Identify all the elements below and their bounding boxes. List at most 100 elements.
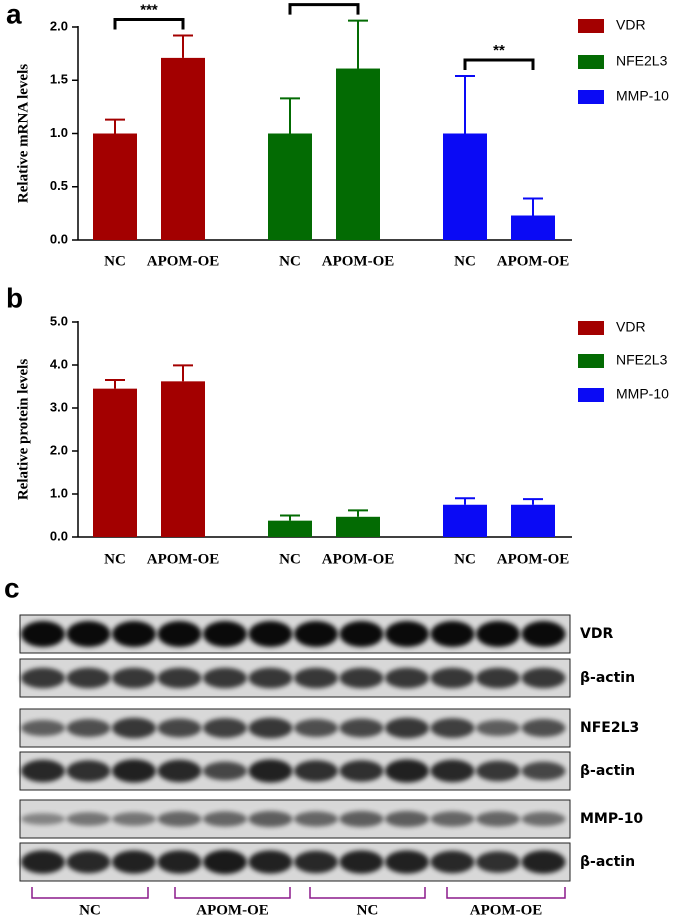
y-tick-label: 2.0 (50, 442, 68, 457)
blot-band (521, 811, 566, 827)
blot-band (476, 760, 520, 782)
blot-band (294, 811, 338, 827)
x-tick-label: APOM-OE (147, 253, 220, 269)
blot-row-label: β-actin (580, 763, 635, 779)
blot-band (476, 621, 520, 647)
bar (268, 520, 312, 537)
blot-band (157, 667, 202, 689)
y-tick-label: 4.0 (50, 356, 68, 371)
legend-label: NFE2L3 (616, 352, 668, 368)
bar (268, 133, 312, 240)
group-label: APOM-OE (196, 902, 269, 918)
panel-label: b (6, 282, 23, 313)
blot-band (21, 850, 65, 874)
blot-band (21, 621, 65, 647)
blot-row-label: β-actin (580, 854, 635, 870)
blot-band (294, 850, 338, 874)
blot-band (521, 761, 566, 781)
blot-band (339, 718, 384, 738)
legend-label: MMP-10 (616, 386, 669, 402)
blot-band (157, 718, 202, 738)
blot-band (112, 850, 156, 874)
blot-band (203, 718, 247, 738)
blot-band (430, 811, 475, 827)
significance-bracket (463, 58, 535, 70)
blot-band (112, 621, 156, 647)
group-label: NC (79, 902, 101, 918)
blot-band (21, 813, 65, 825)
blot-band (294, 667, 338, 689)
bar (93, 133, 137, 240)
legend-swatch (578, 55, 604, 69)
group-label: APOM-OE (470, 902, 543, 918)
legend-swatch (578, 388, 604, 402)
y-tick-label: 1.5 (50, 72, 68, 87)
blot-strip (19, 842, 571, 882)
blot-band (157, 850, 202, 874)
significance-label: ** (493, 42, 505, 59)
blot-band (157, 621, 202, 647)
blot-band (430, 850, 475, 874)
blot-strip (19, 614, 571, 654)
blot-band (476, 719, 520, 737)
blot-band (385, 810, 429, 828)
blot-band (66, 667, 111, 689)
x-tick-label: APOM-OE (322, 551, 395, 567)
blot-band (66, 760, 111, 782)
blot-band (21, 759, 65, 783)
blot-row-label: VDR (580, 626, 613, 642)
blot-band (112, 667, 156, 689)
legend-label: NFE2L3 (616, 53, 668, 69)
bar (336, 516, 380, 537)
y-tick-label: 2.0 (50, 18, 68, 33)
blot-band (248, 810, 293, 828)
blot-band (476, 851, 520, 873)
y-tick-label: 5.0 (50, 313, 68, 328)
blot-band (157, 811, 202, 827)
panel-label: c (4, 572, 20, 603)
blot-strip (19, 658, 571, 698)
blot-band (430, 718, 475, 738)
blot-row-label: NFE2L3 (580, 720, 639, 736)
significance-bracket (288, 3, 360, 15)
significance-label: *** (140, 1, 158, 18)
y-tick-label: 1.0 (50, 485, 68, 500)
x-tick-label: APOM-OE (497, 551, 570, 567)
blot-band (339, 621, 384, 647)
blot-band (385, 759, 429, 783)
x-tick-label: NC (104, 253, 126, 269)
legend-swatch (578, 19, 604, 33)
blot-band (339, 850, 384, 874)
significance-bracket (113, 18, 185, 30)
group-bracket (309, 887, 426, 899)
legend-swatch (578, 90, 604, 104)
blot-band (430, 667, 475, 689)
blot-band (112, 759, 156, 783)
legend-label: MMP-10 (616, 88, 669, 104)
legend-label: VDR (616, 319, 646, 335)
blot-strip (19, 751, 571, 791)
y-tick-label: 0.0 (50, 231, 68, 246)
blot-band (248, 850, 293, 874)
blot-band (248, 667, 293, 689)
x-tick-label: NC (104, 551, 126, 567)
blot-band (476, 811, 520, 827)
blot-band (385, 850, 429, 874)
legend-swatch (578, 321, 604, 335)
blot-band (203, 811, 247, 827)
blot-band (294, 621, 338, 647)
x-tick-label: APOM-OE (147, 551, 220, 567)
blot-band (521, 850, 566, 874)
blot-band (248, 717, 293, 739)
blot-band (112, 717, 156, 739)
blot-band (157, 759, 202, 783)
blot-band (385, 667, 429, 689)
blot-band (248, 621, 293, 647)
blot-band (385, 717, 429, 739)
legend-label: VDR (616, 17, 646, 33)
x-tick-label: NC (279, 253, 301, 269)
blot-band (66, 812, 111, 826)
panel-label: a (6, 0, 22, 29)
group-bracket (31, 887, 149, 899)
